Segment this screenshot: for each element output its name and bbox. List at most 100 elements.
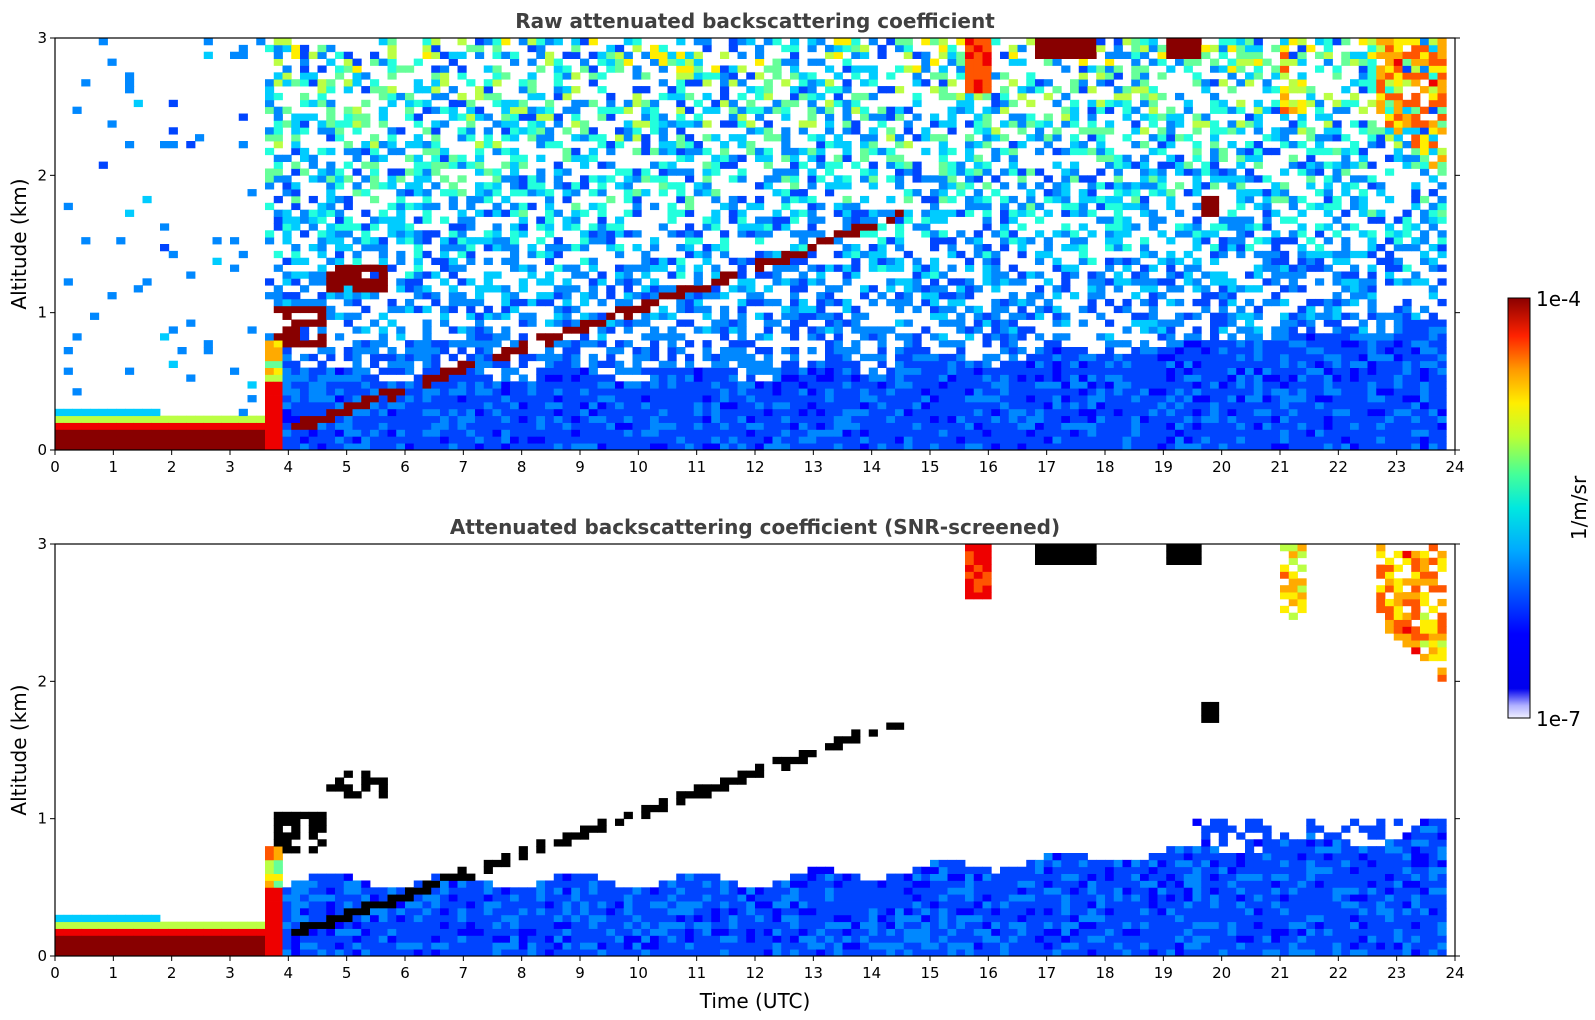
raw-heatmap-cell [1236, 79, 1246, 87]
raw-heatmap-cell [641, 99, 651, 108]
raw-heatmap-cell [790, 257, 800, 265]
raw-heatmap-cell [606, 319, 616, 327]
raw-heatmap-cell [772, 401, 782, 410]
raw-heatmap-cell [1201, 161, 1211, 169]
raw-heatmap-cell [396, 230, 406, 238]
raw-heatmap-cell [667, 374, 677, 382]
raw-heatmap-cell [965, 326, 975, 334]
raw-heatmap-cell [343, 367, 353, 375]
raw-heatmap-cell [597, 374, 607, 382]
raw-heatmap-cell [798, 127, 808, 135]
raw-heatmap-cell [413, 113, 423, 121]
raw-heatmap-cell [1315, 443, 1325, 450]
raw-heatmap-cell [1245, 189, 1255, 197]
raw-heatmap-cell [658, 264, 668, 272]
raw-heatmap-cell [763, 312, 773, 320]
raw-heatmap-cell [851, 72, 861, 80]
raw-heatmap-cell [973, 189, 983, 197]
raw-heatmap-cell [536, 422, 546, 430]
raw-heatmap-cell [956, 395, 966, 403]
raw-heatmap-cell [658, 360, 668, 368]
raw-heatmap-cell [475, 161, 485, 169]
raw-heatmap-cell [1253, 312, 1263, 320]
raw-heatmap-cell [1245, 44, 1255, 53]
raw-heatmap-cell [1288, 51, 1298, 59]
raw-heatmap-cell [1297, 44, 1307, 53]
raw-heatmap-cell [1288, 347, 1298, 355]
raw-heatmap-cell [378, 250, 388, 259]
raw-heatmap-cell [1315, 347, 1325, 355]
raw-heatmap-cell [1096, 134, 1106, 142]
raw-heatmap-cell [335, 395, 345, 403]
raw-heatmap-cell [273, 347, 283, 355]
raw-heatmap-cell [501, 347, 511, 355]
raw-heatmap-cell [1280, 312, 1290, 320]
raw-heatmap-cell [1175, 298, 1185, 307]
raw-heatmap-cell [685, 244, 695, 252]
raw-heatmap-cell [1078, 202, 1088, 211]
raw-heatmap-cell [720, 79, 730, 87]
raw-heatmap-cell [711, 395, 721, 403]
raw-heatmap-cell [755, 195, 765, 204]
raw-heatmap-cell [816, 401, 826, 410]
raw-heatmap-cell [300, 381, 310, 389]
raw-heatmap-cell [527, 415, 537, 423]
raw-heatmap-cell [545, 58, 555, 66]
raw-heatmap-cell [921, 285, 931, 293]
raw-heatmap-cell [518, 113, 528, 121]
raw-heatmap-cell [1052, 333, 1062, 341]
raw-heatmap-cell [326, 443, 336, 450]
raw-heatmap-cell [991, 257, 1001, 265]
raw-heatmap-cell [378, 216, 388, 224]
raw-heatmap-cell [991, 264, 1001, 272]
raw-heatmap-cell [1157, 381, 1167, 389]
raw-heatmap-cell [440, 244, 450, 252]
raw-heatmap-cell [72, 443, 82, 450]
raw-heatmap-cell [317, 175, 327, 183]
raw-heatmap-cell [1306, 154, 1316, 162]
raw-heatmap-cell [1166, 415, 1176, 423]
raw-heatmap-cell [370, 292, 380, 300]
raw-heatmap-cell [527, 202, 537, 211]
raw-heatmap-cell [868, 244, 878, 252]
raw-heatmap-cell [650, 147, 660, 156]
raw-heatmap-cell [282, 189, 292, 197]
raw-heatmap-cell [973, 86, 983, 94]
raw-heatmap-cell [1131, 353, 1141, 362]
raw-heatmap-cell [361, 278, 371, 286]
raw-heatmap-cell [615, 443, 625, 450]
raw-heatmap-cell [291, 141, 301, 149]
raw-heatmap-cell [991, 326, 1001, 334]
raw-heatmap-cell [816, 141, 826, 149]
raw-heatmap-cell [527, 79, 537, 87]
raw-heatmap-cell [728, 79, 738, 87]
raw-heatmap-cell [685, 367, 695, 375]
raw-heatmap-cell [615, 141, 625, 149]
raw-heatmap-cell [492, 422, 502, 430]
raw-heatmap-cell [615, 319, 625, 327]
raw-heatmap-cell [851, 381, 861, 389]
raw-heatmap-cell [667, 202, 677, 211]
raw-heatmap-cell [807, 401, 817, 410]
raw-heatmap-cell [98, 436, 108, 444]
raw-heatmap-cell [343, 422, 353, 430]
raw-heatmap-cell [1131, 381, 1141, 389]
raw-heatmap-cell [1192, 237, 1202, 245]
raw-heatmap-cell [1061, 230, 1071, 238]
raw-heatmap-cell [930, 38, 940, 46]
raw-heatmap-cell [947, 79, 957, 87]
raw-heatmap-cell [1157, 326, 1167, 334]
raw-heatmap-cell [641, 367, 651, 375]
raw-heatmap-cell [1148, 147, 1158, 156]
raw-heatmap-cell [1245, 408, 1255, 417]
raw-heatmap-cell [1280, 360, 1290, 368]
raw-heatmap-cell [413, 58, 423, 66]
raw-heatmap-cell [842, 154, 852, 162]
raw-heatmap-cell [1201, 401, 1211, 410]
raw-heatmap-cell [1008, 278, 1018, 286]
raw-heatmap-cell [816, 429, 826, 437]
raw-heatmap-cell [842, 223, 852, 231]
raw-heatmap-cell [1323, 44, 1333, 53]
raw-heatmap-cell [1078, 429, 1088, 437]
raw-heatmap-cell [1201, 113, 1211, 121]
